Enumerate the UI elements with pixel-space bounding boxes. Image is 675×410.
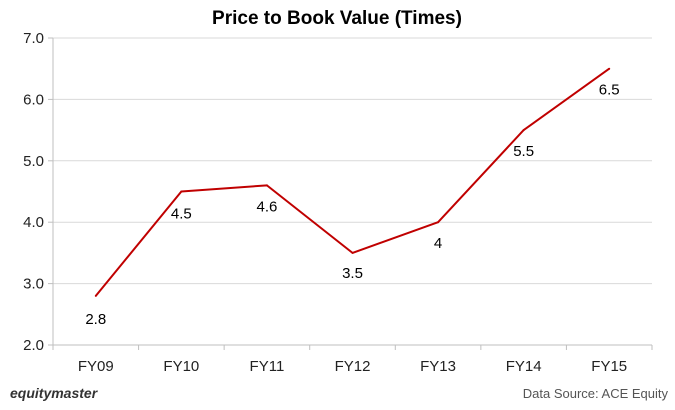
- x-tick-label: FY12: [335, 358, 371, 375]
- data-label: 4.5: [171, 206, 192, 223]
- equitymaster-logo: equitymaster: [10, 385, 99, 401]
- data-source-note: Data Source: ACE Equity: [523, 386, 669, 401]
- y-tick-label: 4.0: [23, 214, 44, 231]
- x-tick-label: FY10: [163, 358, 199, 375]
- y-tick-label: 5.0: [23, 153, 44, 170]
- data-label: 4.6: [256, 198, 277, 215]
- x-tick-label: FY14: [506, 358, 542, 375]
- series-line: [95, 67, 610, 297]
- data-label: 6.5: [599, 82, 620, 99]
- y-axis-ticks: 2.0 3.0 4.0 5.0 6.0 7.0: [23, 30, 44, 354]
- x-tick-label: FY11: [250, 358, 285, 375]
- data-point: [265, 184, 268, 187]
- data-label: 5.5: [513, 143, 534, 160]
- y-tick-label: 2.0: [23, 337, 44, 354]
- data-label: 3.5: [342, 265, 363, 282]
- data-point: [608, 67, 611, 70]
- data-point: [180, 190, 183, 193]
- x-axis-ticks: FY09 FY10 FY11 FY12 FY13 FY14 FY15: [78, 358, 627, 375]
- y-tick-label: 3.0: [23, 276, 44, 293]
- data-label: 4: [434, 235, 442, 252]
- data-point: [522, 129, 525, 132]
- gridlines: [53, 37, 652, 285]
- x-tick-label: FY09: [78, 358, 114, 375]
- data-labels: 2.8 4.5 4.6 3.5 4 5.5 6.5: [85, 82, 619, 328]
- data-point: [437, 221, 440, 224]
- y-tick-label: 7.0: [23, 30, 44, 47]
- series-price-to-book: [94, 67, 611, 297]
- data-label: 2.8: [85, 311, 106, 328]
- data-point: [351, 251, 354, 254]
- y-tick-label: 6.0: [23, 91, 44, 108]
- x-tick-label: FY15: [591, 358, 627, 375]
- data-point: [94, 294, 97, 297]
- chart-title: Price to Book Value (Times): [212, 8, 462, 29]
- axes: [48, 37, 653, 350]
- x-tick-label: FY13: [420, 358, 456, 375]
